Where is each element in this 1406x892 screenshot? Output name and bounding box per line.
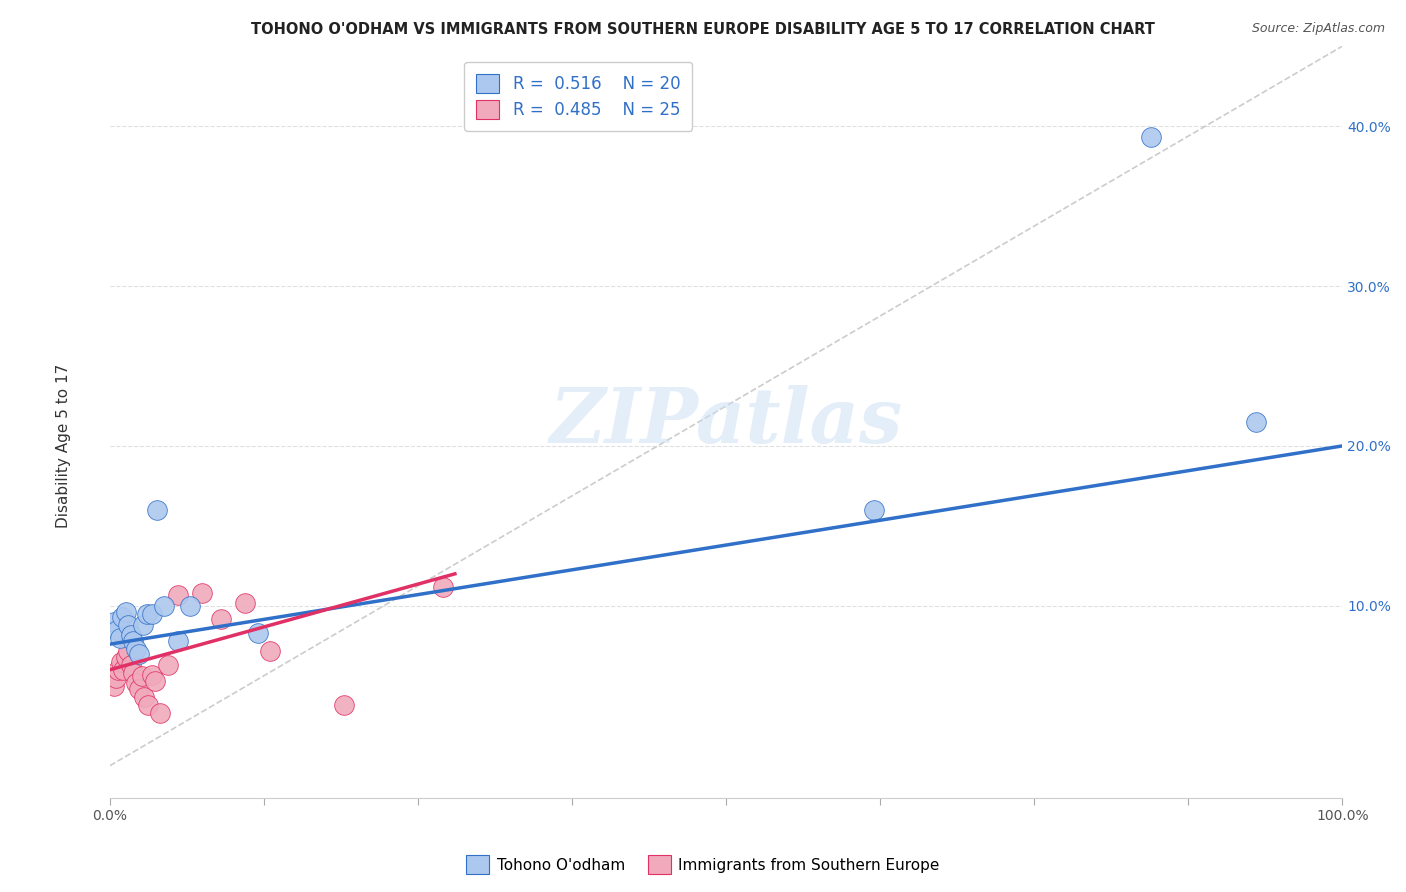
Point — [153, 599, 176, 613]
Point — [136, 698, 159, 712]
Point — [141, 667, 163, 681]
Point — [128, 647, 150, 661]
Point — [863, 503, 886, 517]
Point — [122, 634, 145, 648]
Point — [1244, 415, 1267, 429]
Point — [120, 627, 142, 641]
Point — [1140, 130, 1163, 145]
Legend: R =  0.516    N = 20, R =  0.485    N = 25: R = 0.516 N = 20, R = 0.485 N = 25 — [464, 62, 692, 130]
Point — [108, 631, 131, 645]
Text: TOHONO O'ODHAM VS IMMIGRANTS FROM SOUTHERN EUROPE DISABILITY AGE 5 TO 17 CORRELA: TOHONO O'ODHAM VS IMMIGRANTS FROM SOUTHE… — [252, 22, 1154, 37]
Point — [141, 607, 163, 621]
Point — [104, 671, 127, 685]
Point — [105, 623, 128, 637]
Text: Source: ZipAtlas.com: Source: ZipAtlas.com — [1251, 22, 1385, 36]
Point — [128, 681, 150, 696]
Point — [120, 657, 142, 672]
Point — [125, 642, 148, 657]
Point — [115, 605, 138, 619]
Point — [156, 657, 179, 672]
Point — [166, 588, 188, 602]
Point — [333, 698, 356, 712]
Point — [145, 673, 167, 688]
Point — [112, 663, 135, 677]
Point — [103, 679, 125, 693]
Point — [107, 663, 129, 677]
Point — [115, 650, 138, 665]
Point — [246, 626, 269, 640]
Legend: Tohono O'odham, Immigrants from Southern Europe: Tohono O'odham, Immigrants from Southern… — [460, 849, 946, 880]
Point — [235, 596, 257, 610]
Point — [111, 610, 134, 624]
Point — [149, 706, 172, 720]
Point — [117, 618, 139, 632]
Point — [125, 675, 148, 690]
Point — [122, 665, 145, 680]
Text: ZIPatlas: ZIPatlas — [550, 385, 903, 459]
Point — [134, 690, 156, 704]
Point — [259, 643, 281, 657]
Point — [191, 586, 214, 600]
Point — [110, 655, 132, 669]
Text: Disability Age 5 to 17: Disability Age 5 to 17 — [56, 364, 70, 528]
Point — [432, 580, 454, 594]
Point — [131, 669, 153, 683]
Point — [103, 615, 125, 629]
Point — [117, 643, 139, 657]
Point — [179, 599, 201, 613]
Point — [145, 503, 167, 517]
Point — [132, 618, 155, 632]
Point — [209, 612, 232, 626]
Point — [166, 634, 188, 648]
Point — [135, 607, 157, 621]
